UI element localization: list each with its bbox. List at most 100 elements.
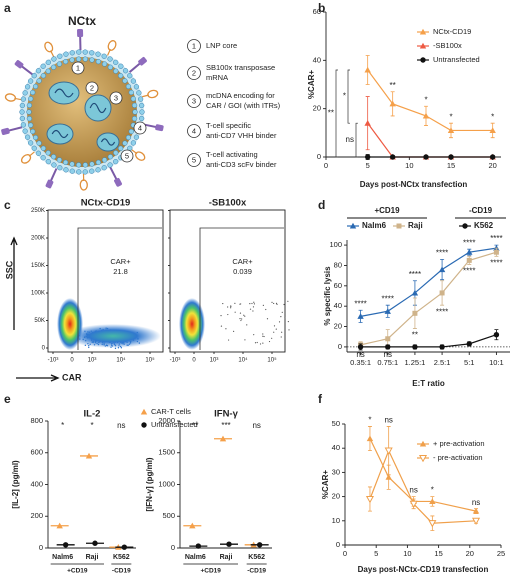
significance: *** — [221, 421, 230, 430]
data-point — [412, 310, 418, 316]
data-point — [493, 331, 500, 338]
legend-label: - pre-activation — [433, 453, 483, 462]
lipid-head — [113, 150, 119, 156]
lipid-head — [50, 154, 57, 160]
event-dot — [284, 317, 286, 319]
series-line — [360, 247, 497, 317]
event-dot — [281, 331, 283, 333]
lipid-head — [27, 78, 34, 84]
lipid-head — [36, 140, 42, 146]
event-dot — [262, 335, 264, 337]
y-tick-label: 2000 — [158, 416, 175, 425]
x-tick-label: K562 — [113, 554, 130, 561]
event-dot — [225, 328, 227, 330]
y-tick-label: 20 — [334, 322, 342, 331]
y-tick-label: 40 — [313, 55, 321, 64]
x-axis-label: Days post-NCtx-CD19 transfection — [358, 565, 489, 574]
lipid-head — [139, 109, 145, 115]
callout-circle — [109, 91, 123, 105]
lipid-head — [101, 165, 107, 171]
lipid-head — [95, 159, 102, 166]
x-tick-label: 15 — [434, 549, 442, 558]
legend-marker — [462, 223, 468, 229]
panel-label: f — [318, 392, 323, 406]
data-point — [439, 290, 445, 296]
event-dot — [275, 328, 277, 330]
lipid-head — [56, 61, 63, 67]
chart-title: IL-2 — [84, 409, 101, 420]
flow-x-tick-label: 10⁵ — [145, 357, 155, 364]
lipid-head — [138, 115, 145, 122]
data-point — [389, 154, 396, 160]
ssc-arrow — [10, 236, 18, 330]
cd7-binder — [7, 126, 23, 132]
event-dot — [220, 315, 222, 317]
legend-circle — [187, 124, 201, 138]
cd3-binder — [79, 179, 88, 191]
bracket — [355, 122, 358, 158]
data-point — [384, 308, 391, 314]
data-point — [121, 544, 128, 550]
data-point — [56, 522, 63, 529]
lipid-head — [28, 96, 34, 102]
lipid-head — [89, 50, 95, 56]
lipid-head — [63, 167, 69, 173]
lipid-head — [45, 159, 51, 165]
significance: ns — [384, 350, 392, 359]
y-tick-label: 1500 — [158, 448, 175, 457]
x-tick-label: 5 — [366, 161, 370, 170]
data-point — [189, 522, 196, 529]
legend-marker — [420, 57, 426, 63]
flow-frame — [169, 209, 286, 353]
data-point — [195, 543, 202, 549]
lipid-head — [20, 96, 27, 102]
event-dot — [244, 339, 246, 341]
x-tick-label: Raji — [86, 554, 99, 561]
legend-label: Nalm6 — [362, 221, 387, 230]
lipid-head — [22, 128, 28, 134]
event-dot — [249, 303, 251, 305]
significance: ns — [117, 421, 125, 430]
legend-number: 5 — [192, 155, 196, 164]
data-point — [471, 517, 481, 526]
y-tick-label: 20 — [313, 104, 321, 113]
legend-label: K562 — [474, 221, 494, 230]
data-point — [384, 447, 393, 455]
legend-label: CAR-T cells — [151, 407, 191, 416]
significance: * — [449, 112, 452, 121]
legend-marker — [419, 42, 427, 49]
gate-value: 0.039 — [233, 267, 252, 276]
lipid-head — [69, 50, 75, 56]
lipid-head — [125, 83, 132, 90]
data-point — [385, 344, 391, 350]
event-dot — [288, 329, 290, 331]
y-tick-label: 0 — [171, 543, 175, 552]
lipid-head — [117, 73, 124, 79]
data-point — [357, 344, 364, 350]
y-tick-label: 80 — [334, 260, 342, 269]
event-dot — [251, 302, 253, 305]
event-dot — [252, 310, 254, 312]
significance: ns — [356, 350, 364, 359]
event-dot — [249, 308, 252, 310]
event-dot — [244, 315, 246, 317]
lipid-head — [35, 150, 42, 156]
event-dot — [253, 303, 256, 305]
legend-text: CAR / GOI (with ITRs) — [206, 101, 281, 110]
bracket-label: ns — [346, 135, 354, 144]
event-dot — [273, 325, 276, 327]
x-tick-label: 1.25:1 — [404, 358, 425, 367]
lipid-head — [82, 162, 88, 168]
y-tick-label: 30 — [332, 467, 340, 476]
cd7-binder — [20, 64, 34, 76]
lipid-head — [31, 73, 37, 79]
flow-title: -SB100x — [209, 198, 247, 209]
lipid-head — [101, 157, 108, 163]
cd3-binder — [147, 89, 159, 99]
data-point — [219, 435, 227, 442]
significance: **** — [490, 234, 502, 243]
flow-x-tick-label: 10³ — [210, 358, 219, 364]
legend-label: + pre-activation — [433, 439, 485, 448]
data-point — [364, 154, 371, 160]
